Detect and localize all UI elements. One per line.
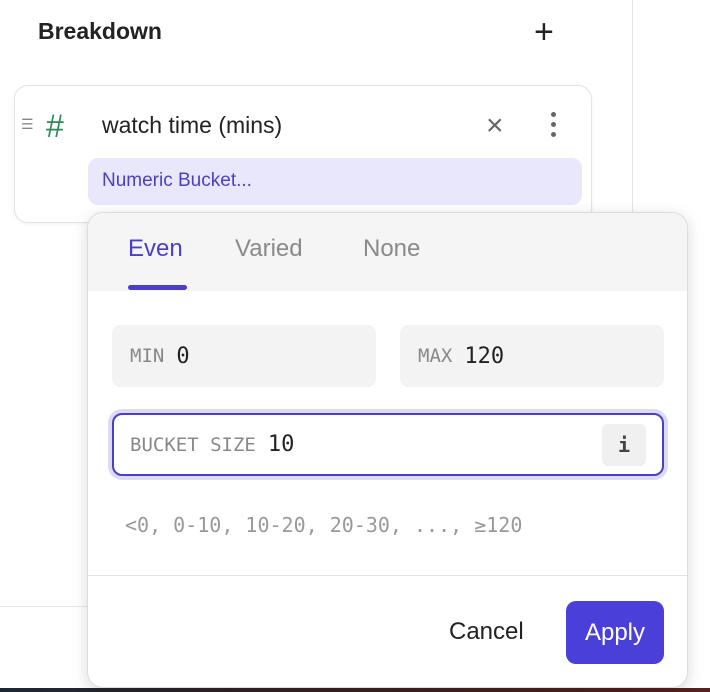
bucket-size-input[interactable]: BUCKET SIZE 10 i xyxy=(112,413,664,476)
field-name: watch time (mins) xyxy=(102,112,283,138)
apply-button[interactable]: Apply xyxy=(566,601,664,664)
max-value: 120 xyxy=(464,343,505,369)
hash-icon: # xyxy=(46,108,64,144)
plus-icon[interactable]: + xyxy=(534,13,554,51)
tab-even[interactable]: Even xyxy=(128,235,183,262)
more-options-icon[interactable] xyxy=(547,112,559,137)
bucket-popover: Even Varied None MIN 0 MAX 120 BUCKET SI… xyxy=(87,212,688,688)
max-input[interactable]: MAX 120 xyxy=(400,325,664,387)
max-label: MAX xyxy=(418,345,453,367)
bucket-preview: <0, 0-10, 10-20, 20-30, ..., ≥120 xyxy=(125,513,523,537)
active-tab-indicator xyxy=(128,285,187,290)
footer-divider xyxy=(88,575,687,576)
panel-divider xyxy=(632,0,633,215)
numeric-bucket-chip[interactable]: Numeric Bucket... xyxy=(88,158,582,205)
drag-handle-icon[interactable]: ☰ xyxy=(21,116,34,132)
min-value: 0 xyxy=(176,343,190,369)
bucket-size-field: BUCKET SIZE 10 i xyxy=(108,409,668,480)
min-label: MIN xyxy=(130,345,165,367)
tab-none[interactable]: None xyxy=(363,235,421,262)
section-divider xyxy=(0,606,90,607)
tab-bar xyxy=(88,213,687,291)
cancel-button[interactable]: Cancel xyxy=(449,618,524,645)
bucket-size-label: BUCKET SIZE xyxy=(130,433,256,456)
desktop-strip xyxy=(0,688,710,692)
panel-title: Breakdown xyxy=(38,18,162,44)
tab-varied[interactable]: Varied xyxy=(235,235,303,262)
info-icon[interactable]: i xyxy=(602,424,646,466)
bucket-size-value: 10 xyxy=(267,432,295,457)
min-input[interactable]: MIN 0 xyxy=(112,325,376,387)
close-icon[interactable]: × xyxy=(486,109,504,142)
